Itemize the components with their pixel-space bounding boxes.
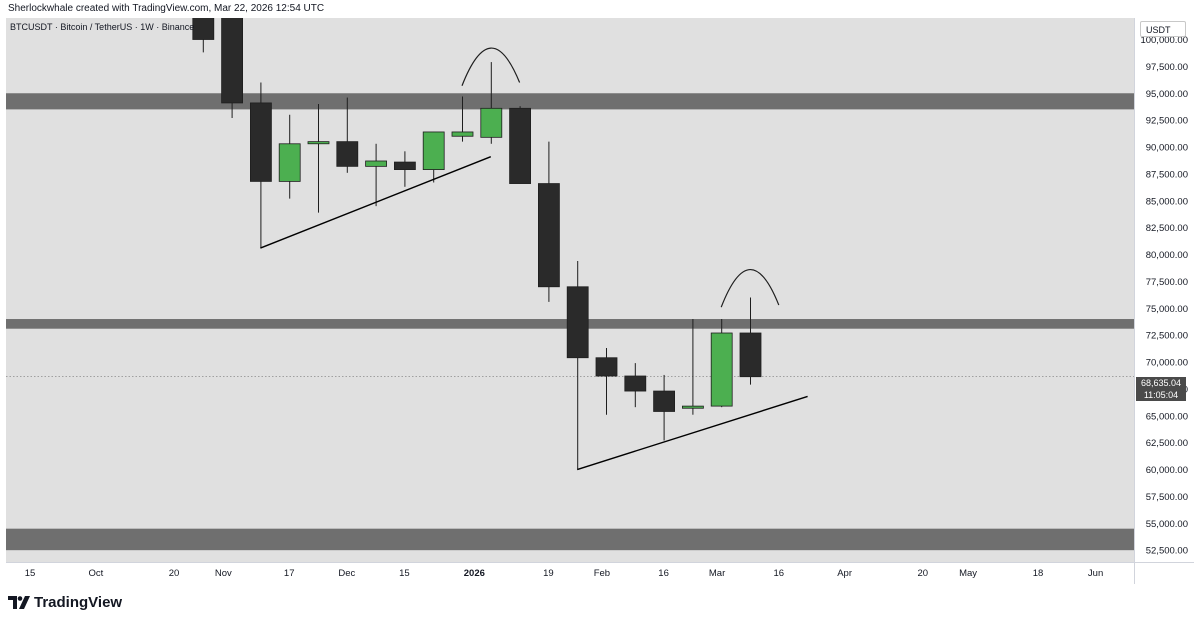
bullish-candle <box>451 96 474 142</box>
y-tick-label: 100,000.00 <box>1140 35 1188 46</box>
candle-body <box>393 161 416 170</box>
y-tick-label: 92,500.00 <box>1146 116 1188 127</box>
bearish-candle <box>624 363 647 408</box>
x-tick-label: 20 <box>169 568 180 579</box>
currency-selector[interactable]: USDT <box>1140 21 1186 37</box>
tradingview-logo-text: TradingView <box>34 594 123 611</box>
y-tick-label: 60,000.00 <box>1146 465 1188 476</box>
candle-body <box>653 390 675 412</box>
candle-body <box>221 18 244 104</box>
y-tick-label: 72,500.00 <box>1146 331 1188 342</box>
last-price-value: 68,635.04 <box>1140 378 1182 388</box>
x-tick-label: 18 <box>1033 568 1044 579</box>
x-tick-label: 15 <box>399 568 410 579</box>
candlestick-chart[interactable]: 52,500.00 55,000.00 57,500.00 60,000.00 62,5… <box>6 18 1194 584</box>
y-tick-label: 85,000.00 <box>1146 196 1188 207</box>
candle-body <box>566 286 589 359</box>
candle-body <box>249 102 272 182</box>
bar-countdown: 11:05:04 <box>1143 390 1179 400</box>
candle-body <box>710 332 733 407</box>
chart-area[interactable]: 52,500.00 55,000.00 57,500.00 60,000.00 62,5… <box>6 18 1194 584</box>
bullish-candle <box>480 62 503 144</box>
y-tick-label: 95,000.00 <box>1146 89 1188 100</box>
bullish-candle <box>422 131 445 183</box>
x-tick-label: Jun <box>1088 568 1103 579</box>
trendline <box>576 395 808 471</box>
price-zone <box>6 528 1134 551</box>
x-tick-label: Dec <box>338 568 355 579</box>
bearish-candle <box>538 141 560 302</box>
x-tick-label: 16 <box>774 568 785 579</box>
bearish-candle <box>249 82 272 249</box>
trendline <box>260 156 492 249</box>
candle-body <box>192 18 215 40</box>
symbol-description: BTCUSDT · Bitcoin / TetherUS · 1W · Bina… <box>10 22 195 32</box>
candle-body <box>422 131 445 170</box>
x-tick-label: May <box>959 568 977 579</box>
bearish-candle <box>653 374 675 441</box>
x-tick-label: Feb <box>594 568 610 579</box>
candle-body <box>509 107 532 184</box>
y-tick-label: 97,500.00 <box>1146 62 1188 73</box>
y-tick-label: 62,500.00 <box>1146 438 1188 449</box>
y-tick-label: 65,000.00 <box>1146 411 1188 422</box>
bearish-candle <box>393 151 416 187</box>
bearish-candle <box>221 18 244 118</box>
x-tick-label: 2026 <box>464 568 485 579</box>
x-tick-label: 17 <box>284 568 295 579</box>
price-axis-background[interactable] <box>1134 18 1194 562</box>
candle-body <box>307 141 330 145</box>
x-tick-label: 20 <box>918 568 929 579</box>
y-tick-label: 82,500.00 <box>1146 223 1188 234</box>
bearish-candle <box>595 348 618 415</box>
bearish-candle <box>192 18 215 53</box>
candle-body <box>538 183 560 288</box>
x-tick-label: 19 <box>543 568 554 579</box>
x-tick-label: Nov <box>215 568 232 579</box>
y-tick-label: 75,000.00 <box>1146 304 1188 315</box>
x-tick-label: 16 <box>658 568 669 579</box>
bullish-candle <box>365 143 388 207</box>
attribution-text: Sherlockwhale created with TradingView.c… <box>8 3 325 14</box>
candle-body <box>365 160 388 167</box>
candle-body <box>451 131 474 137</box>
y-tick-label: 55,000.00 <box>1146 519 1188 530</box>
y-tick-label: 90,000.00 <box>1146 143 1188 154</box>
candle-body <box>336 141 359 167</box>
bearish-candle <box>509 106 532 184</box>
bullish-candle <box>278 114 301 199</box>
price-zone <box>6 93 1134 110</box>
bullish-candle <box>710 319 733 408</box>
last-price-label: 68,635.04 11:05:04 <box>1136 377 1186 401</box>
bearish-candle <box>739 297 762 385</box>
top-arc <box>720 268 780 308</box>
bullish-candle <box>307 104 330 213</box>
candle-body <box>739 332 762 378</box>
bearish-candle <box>566 260 589 470</box>
x-tick-label: 15 <box>25 568 36 579</box>
x-tick-label: Mar <box>709 568 725 579</box>
candle-body <box>682 405 704 409</box>
top-arc <box>461 47 521 86</box>
y-tick-label: 77,500.00 <box>1146 277 1188 288</box>
tradingview-logo[interactable]: TradingView <box>8 594 122 611</box>
y-tick-label: 80,000.00 <box>1146 250 1188 261</box>
candle-body <box>480 107 503 138</box>
bullish-candle <box>682 319 704 415</box>
time-axis-background[interactable] <box>6 562 1194 584</box>
x-tick-label: Oct <box>88 568 103 579</box>
tradingview-logo-icon <box>8 596 30 609</box>
candle-body <box>595 357 618 377</box>
bearish-candle <box>336 97 359 173</box>
y-tick-label: 57,500.00 <box>1146 492 1188 503</box>
candle-body <box>278 143 301 182</box>
y-tick-label: 52,500.00 <box>1146 546 1188 557</box>
y-tick-label: 70,000.00 <box>1146 358 1188 369</box>
candle-body <box>624 375 647 392</box>
y-tick-label: 87,500.00 <box>1146 169 1188 180</box>
x-tick-label: Apr <box>837 568 852 579</box>
